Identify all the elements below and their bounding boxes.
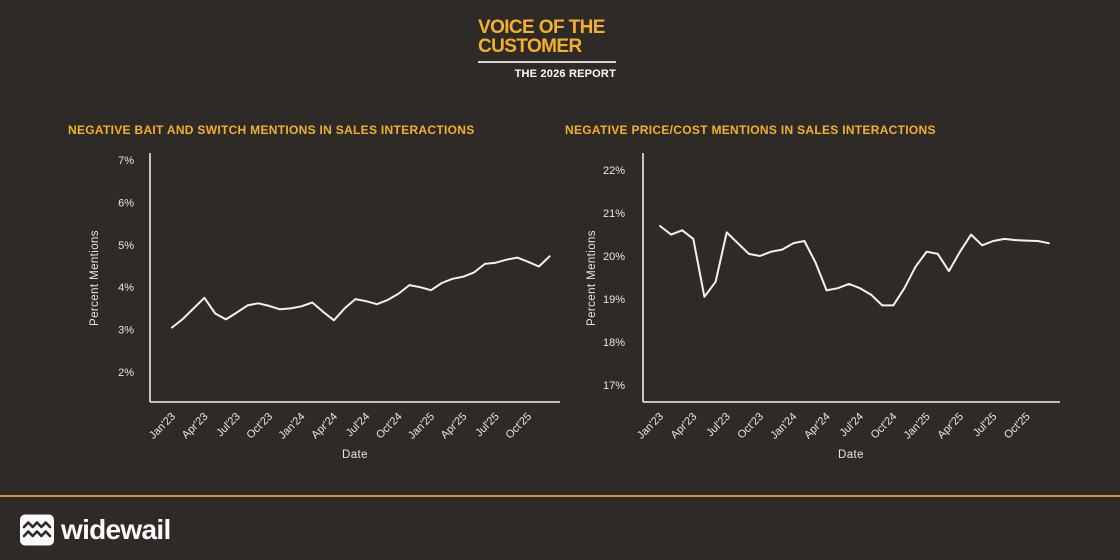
x-tick-label: Apr'24 xyxy=(802,411,833,442)
y-tick-label: 22% xyxy=(603,165,625,177)
y-tick-label: 5% xyxy=(118,240,134,252)
y-tick-label: 17% xyxy=(603,380,625,392)
x-tick-label: Jan'23 xyxy=(147,411,178,442)
x-tick-label: Oct'25 xyxy=(503,411,534,442)
bait-switch-chart-title: NEGATIVE BAIT AND SWITCH MENTIONS IN SAL… xyxy=(68,123,475,137)
x-tick-label: Jul'24 xyxy=(344,411,373,440)
x-tick-label: Jan'24 xyxy=(276,411,307,442)
price-cost-chart-title: NEGATIVE PRICE/COST MENTIONS IN SALES IN… xyxy=(565,123,936,137)
x-tick-label: Apr'23 xyxy=(180,411,211,442)
y-tick-label: 2% xyxy=(118,367,134,379)
x-tick-label: Jul'25 xyxy=(971,411,1000,440)
x-tick-label: Apr'25 xyxy=(935,411,966,442)
report-title-line2: CUSTOMER xyxy=(478,36,582,58)
x-tick-label: Jan'25 xyxy=(406,411,437,442)
x-tick-label: Oct'23 xyxy=(735,411,766,442)
price-cost-chart-section: NEGATIVE PRICE/COST MENTIONS IN SALES IN… xyxy=(565,122,1075,472)
x-tick-label: Oct'25 xyxy=(1002,411,1033,442)
x-tick-label: Jan'24 xyxy=(768,411,799,442)
x-tick-label: Oct'24 xyxy=(869,411,900,442)
x-tick-label: Jan'23 xyxy=(635,411,666,442)
y-axis-title: Percent Mentions xyxy=(89,230,101,326)
x-tick-label: Oct'23 xyxy=(244,411,275,442)
x-tick-label: Jul'23 xyxy=(214,411,243,440)
widewail-logo-text: widewail xyxy=(61,514,171,545)
title-rule xyxy=(478,60,616,63)
x-tick-label: Apr'23 xyxy=(669,411,700,442)
widewail-logo: widewail xyxy=(20,514,171,546)
bait-switch-line-chart: 2% 3% 4% 5% 6% 7% Percent Mentions Jan'23 Apr'23… xyxy=(89,153,560,461)
footer-gold-divider xyxy=(0,495,1120,497)
y-tick-label: 3% xyxy=(118,325,134,337)
y-tick-label: 20% xyxy=(603,251,625,263)
y-tick-label: 4% xyxy=(118,282,134,294)
x-axis-title: Date xyxy=(342,449,368,461)
y-tick-label: 21% xyxy=(603,208,625,220)
series-line xyxy=(171,255,551,329)
y-axis-title: Percent Mentions xyxy=(586,230,598,326)
bait-switch-chart-section: NEGATIVE BAIT AND SWITCH MENTIONS IN SAL… xyxy=(60,122,572,472)
x-tick-label: Jan'25 xyxy=(902,411,933,442)
x-tick-label: Apr'24 xyxy=(309,411,340,442)
y-tick-label: 19% xyxy=(603,294,625,306)
x-tick-label: Oct'24 xyxy=(374,411,405,442)
price-cost-line-chart: 17% 18% 19% 20% 21% 22% Percent Mentions Jan'23… xyxy=(586,153,1060,461)
y-tick-label: 6% xyxy=(118,198,134,210)
series-line xyxy=(659,225,1050,307)
y-tick-label: 18% xyxy=(603,337,625,349)
x-tick-label: Jul'24 xyxy=(838,411,867,440)
x-tick-label: Jul'25 xyxy=(473,411,502,440)
x-tick-label: Jul'23 xyxy=(704,411,733,440)
widewail-waves-icon xyxy=(20,514,54,546)
report-title-line1: VOICE OF THE xyxy=(478,17,605,38)
x-axis-title: Date xyxy=(838,449,864,461)
report-subtitle: THE 2026 REPORT xyxy=(514,67,616,80)
x-tick-label: Apr'25 xyxy=(439,411,470,442)
report-header: VOICE OF THE CUSTOMER THE 2026 REPORT xyxy=(478,18,616,80)
y-tick-label: 7% xyxy=(118,155,134,167)
